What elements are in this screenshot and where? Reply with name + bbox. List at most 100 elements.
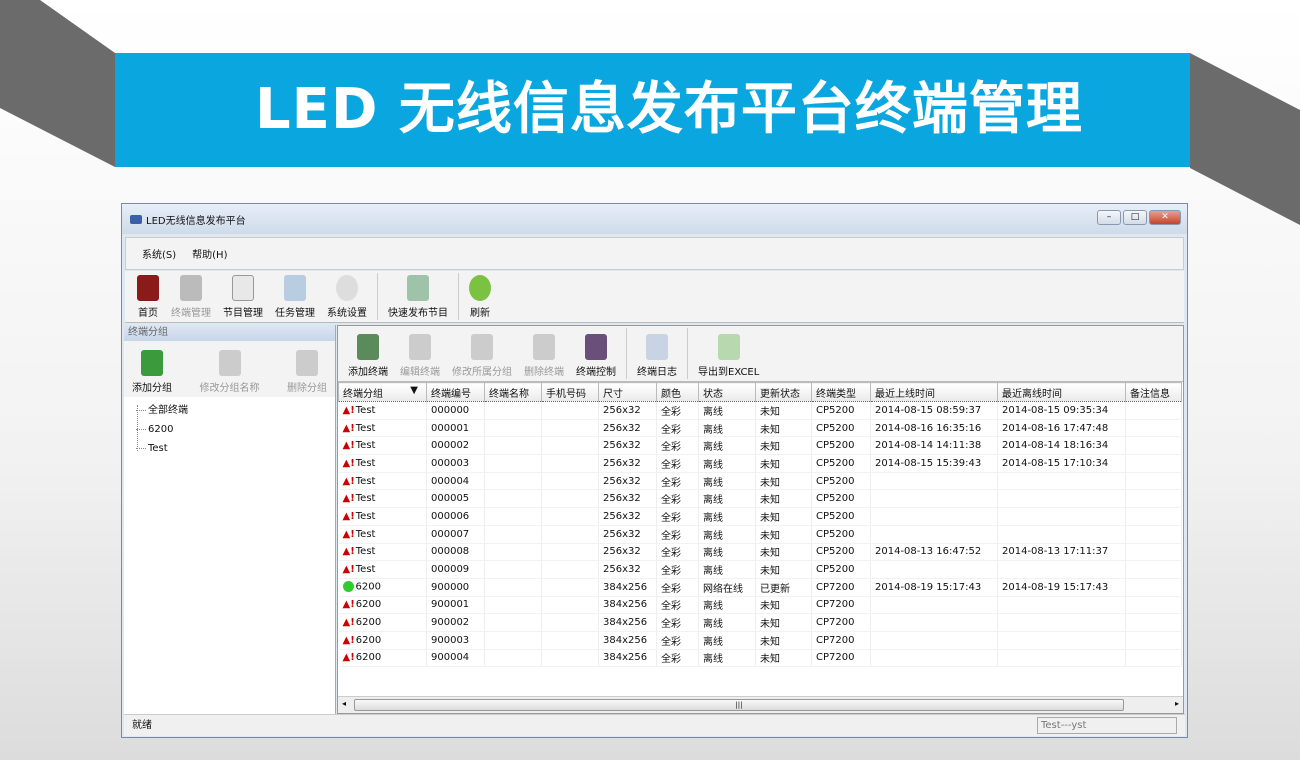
horizontal-scrollbar[interactable]: ◂ ||| ▸	[338, 696, 1183, 713]
term-3-icon	[533, 334, 555, 360]
table-row[interactable]: ▲!6200 900001 384x256 全彩 离线 未知 CP7200	[338, 596, 1182, 615]
column-header[interactable]: 状态	[698, 382, 756, 402]
table-row[interactable]: ▲!Test 000004 256x32 全彩 离线 未知 CP5200	[338, 472, 1182, 491]
column-header[interactable]: 终端名称	[484, 382, 542, 402]
term-button-0[interactable]: 添加终端	[342, 326, 394, 381]
table-cell: 2014-08-13 16:47:52	[870, 543, 998, 562]
tool-button-1[interactable]: 终端管理	[165, 271, 217, 322]
table-cell	[484, 543, 542, 562]
tool-button-5[interactable]: 快速发布节目	[382, 271, 454, 322]
table-row[interactable]: ▲!6200 900002 384x256 全彩 离线 未知 CP7200	[338, 613, 1182, 632]
menu-help[interactable]: 帮助(H)	[192, 250, 228, 261]
table-cell	[484, 525, 542, 544]
table-cell: 未知	[755, 401, 812, 420]
table-cell	[870, 507, 998, 526]
table-row[interactable]: ▲!Test 000001 256x32 全彩 离线 未知 CP5200 2014-08-16…	[338, 419, 1182, 438]
term-5-icon	[646, 334, 668, 360]
column-header[interactable]: 终端分组 ▼	[338, 382, 427, 402]
sort-dropdown-icon[interactable]: ▼	[410, 384, 418, 396]
term-button-1[interactable]: 编辑终端	[394, 326, 446, 381]
table-cell: 未知	[755, 454, 812, 473]
table-cell: 全彩	[656, 507, 699, 526]
table-row[interactable]: ▲!Test 000008 256x32 全彩 离线 未知 CP5200 2014-08-13…	[338, 543, 1182, 562]
term-4-icon	[585, 334, 607, 360]
tree-item-6200[interactable]: 6200	[136, 420, 335, 439]
tree-item-all[interactable]: 全部终端	[136, 401, 335, 420]
group-button-2[interactable]: 删除分组	[281, 341, 333, 397]
table-cell: 全彩	[656, 436, 699, 456]
table-cell: 2014-08-15 08:59:37	[870, 401, 998, 420]
column-header[interactable]: 终端编号	[426, 382, 485, 402]
table-row[interactable]: ▲!Test 000006 256x32 全彩 离线 未知 CP5200	[338, 507, 1182, 526]
menu-system[interactable]: 系统(S)	[142, 250, 177, 261]
button-label: 终端日志	[637, 367, 677, 378]
app-window: LED无线信息发布平台 – □ ✕ 系统(S) 帮助(H) 首页 终端管理 节目管理 任务…	[121, 203, 1188, 738]
table-row[interactable]: ▲!6200 900004 384x256 全彩 离线 未知 CP7200	[338, 649, 1182, 668]
scrollbar-thumb[interactable]: |||	[354, 699, 1124, 711]
table-cell: 全彩	[656, 525, 699, 544]
table-cell: 384x256	[598, 596, 657, 615]
table-row[interactable]: ▲!6200 900003 384x256 全彩 离线 未知 CP7200	[338, 631, 1182, 650]
table-row[interactable]: ▲!Test 000009 256x32 全彩 离线 未知 CP5200	[338, 560, 1182, 579]
table-row[interactable]: ▲!Test 000007 256x32 全彩 离线 未知 CP5200	[338, 525, 1182, 544]
tool-button-3[interactable]: 任务管理	[269, 271, 321, 322]
term-button-2[interactable]: 修改所属分组	[446, 326, 518, 381]
term-button-6[interactable]: 导出到EXCEL	[692, 326, 765, 381]
table-cell: 000007	[426, 525, 485, 544]
table-cell: CP7200	[811, 631, 871, 650]
button-label: 修改所属分组	[452, 367, 512, 378]
table-cell	[1125, 454, 1182, 473]
table-row[interactable]: ▲!Test 000003 256x32 全彩 离线 未知 CP5200 2014-08-15…	[338, 454, 1182, 473]
table-cell	[1125, 436, 1182, 456]
group-0-icon	[141, 350, 163, 376]
table-cell	[484, 507, 542, 526]
button-label: 终端控制	[576, 367, 616, 378]
group-button-1[interactable]: 修改分组名称	[194, 341, 266, 397]
column-header[interactable]: 最近上线时间	[870, 382, 998, 402]
gear-icon	[336, 275, 358, 301]
table-cell: 256x32	[598, 525, 657, 544]
column-header[interactable]: 颜色	[656, 382, 699, 402]
column-header[interactable]: 尺寸	[598, 382, 657, 402]
column-header[interactable]: 手机号码	[541, 382, 599, 402]
column-header[interactable]: 最近离线时间	[997, 382, 1126, 402]
column-header[interactable]: 终端类型	[811, 382, 871, 402]
button-label: 导出到EXCEL	[698, 367, 760, 378]
term-button-5[interactable]: 终端日志	[631, 326, 683, 381]
tree-item-test[interactable]: Test	[136, 439, 335, 458]
column-header[interactable]: 更新状态	[755, 382, 812, 402]
table-cell: 900003	[426, 631, 485, 650]
maximize-button[interactable]: □	[1123, 210, 1147, 225]
table-cell: 256x32	[598, 401, 657, 420]
table-cell: 384x256	[598, 613, 657, 632]
table-cell: 未知	[755, 472, 812, 491]
tool-button-4[interactable]: 系统设置	[321, 271, 373, 322]
table-cell: 2014-08-14 14:11:38	[870, 436, 998, 456]
table-cell: CP5200	[811, 436, 871, 456]
close-button[interactable]: ✕	[1149, 210, 1181, 225]
table-cell: 全彩	[656, 401, 699, 420]
table-cell: 未知	[755, 419, 812, 438]
table-row[interactable]: 6200 900000 384x256 全彩 网络在线 已更新 CP7200 2014-08-…	[338, 578, 1182, 597]
table-cell: 2014-08-15 15:39:43	[870, 454, 998, 473]
table-cell	[870, 631, 998, 650]
term-button-3[interactable]: 删除终端	[518, 326, 570, 381]
table-cell: 256x32	[598, 419, 657, 438]
column-header[interactable]: 备注信息	[1125, 382, 1182, 402]
offline-warning-icon: ▲!	[342, 493, 355, 505]
tool-button-2[interactable]: 节目管理	[217, 271, 269, 322]
button-label: 快速发布节目	[388, 308, 448, 319]
table-cell	[541, 560, 599, 579]
group-button-0[interactable]: 添加分组	[126, 341, 178, 397]
table-row[interactable]: ▲!Test 000005 256x32 全彩 离线 未知 CP5200	[338, 489, 1182, 509]
tool-button-6[interactable]: 刷新	[463, 271, 497, 322]
table-cell: 未知	[755, 596, 812, 615]
table-cell: 未知	[755, 525, 812, 544]
term-button-4[interactable]: 终端控制	[570, 326, 622, 381]
table-row[interactable]: ▲!Test 000002 256x32 全彩 离线 未知 CP5200 2014-08-14…	[338, 436, 1182, 456]
table-row[interactable]: ▲!Test 000000 256x32 全彩 离线 未知 CP5200 2014-08-15…	[338, 401, 1182, 420]
table-cell: 离线	[698, 596, 756, 615]
table-cell: CP5200	[811, 560, 871, 579]
tool-button-0[interactable]: 首页	[131, 271, 165, 322]
minimize-button[interactable]: –	[1097, 210, 1121, 225]
